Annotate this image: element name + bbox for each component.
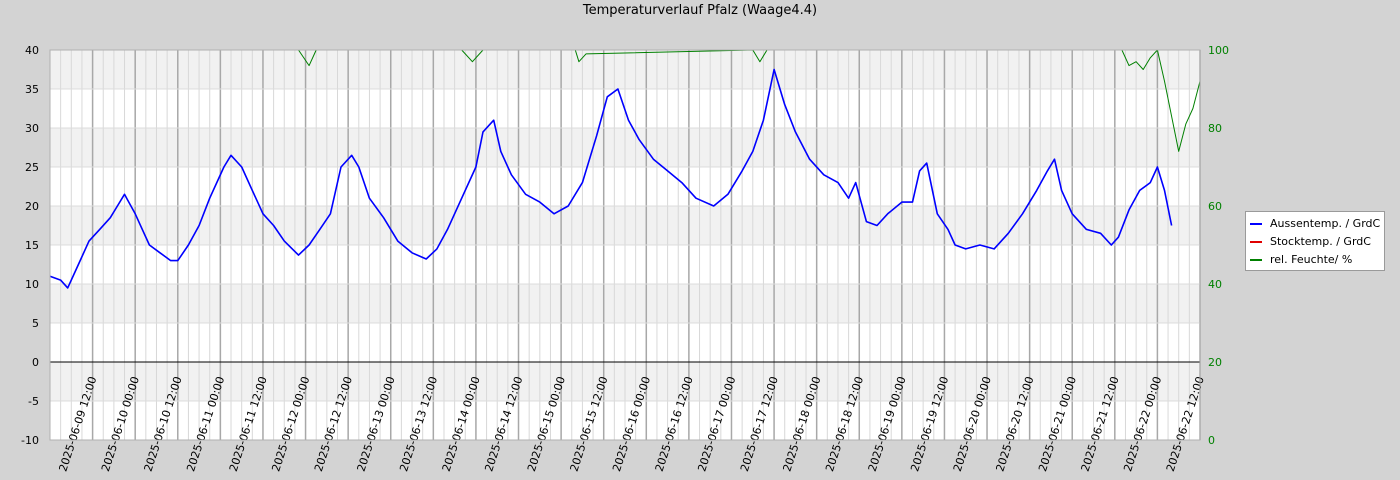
y-left-tick-label: -5: [28, 395, 39, 408]
y-right-tick-label: 100: [1208, 44, 1229, 57]
legend-item-aussentemp: Aussentemp. / GrdC: [1250, 217, 1380, 231]
y-right-tick-label: 40: [1208, 278, 1222, 291]
legend-swatch-feuchte: [1250, 259, 1262, 261]
plot-frame: [49, 49, 1201, 441]
y-right-tick-label: 0: [1208, 434, 1215, 447]
legend-label-aussentemp: Aussentemp. / GrdC: [1270, 217, 1381, 230]
y-right-tick-label: 60: [1208, 200, 1222, 213]
y-left-tick-label: -10: [21, 434, 39, 447]
legend-item-feuchte: rel. Feuchte/ %: [1250, 253, 1352, 267]
series-line-0: [49, 68, 1173, 289]
legend-item-stocktemp: Stocktemp. / GrdC: [1250, 235, 1371, 249]
legend-swatch-stocktemp: [1250, 241, 1262, 243]
y-left-tick-label: 10: [25, 278, 39, 291]
y-left-tick-label: 5: [32, 317, 39, 330]
legend-swatch-aussentemp: [1250, 223, 1262, 225]
y-left-tick-label: 35: [25, 83, 39, 96]
y-right-tick-label: 20: [1208, 356, 1222, 369]
y-right-tick-label: 80: [1208, 122, 1222, 135]
legend-label-stocktemp: Stocktemp. / GrdC: [1270, 235, 1371, 248]
y-left-tick-label: 15: [25, 239, 39, 252]
y-left-tick-label: 20: [25, 200, 39, 213]
legend: Aussentemp. / GrdC Stocktemp. / GrdC rel…: [1245, 211, 1385, 271]
y-left-tick-label: 0: [32, 356, 39, 369]
y-left-tick-label: 40: [25, 44, 39, 57]
legend-label-feuchte: rel. Feuchte/ %: [1270, 253, 1353, 266]
chart-title: Temperaturverlauf Pfalz (Waage4.4): [582, 3, 818, 18]
y-left-tick-label: 25: [25, 161, 39, 174]
y-left-tick-label: 30: [25, 122, 39, 135]
